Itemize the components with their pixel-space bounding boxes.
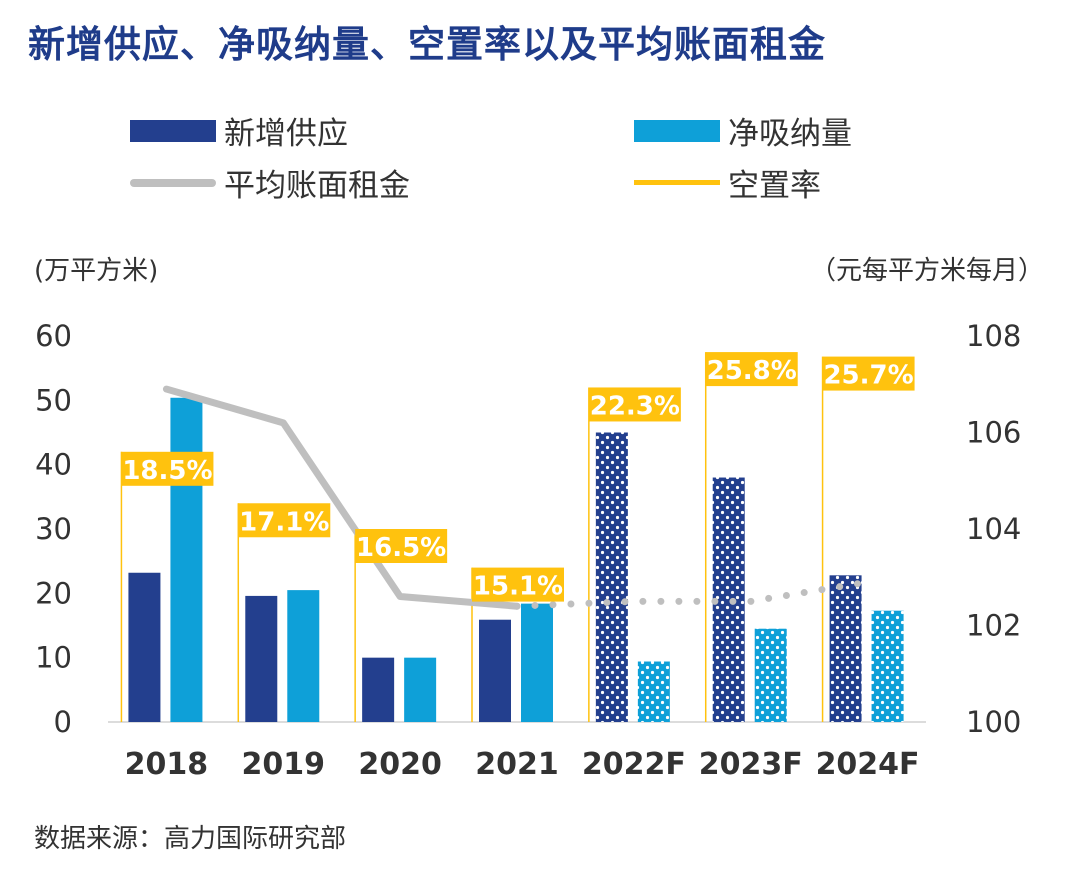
vacancy-label-text: 25.8% (707, 356, 797, 386)
bar-absorption (637, 661, 670, 722)
left-tick-label: 20 (35, 576, 72, 610)
left-axis-unit: (万平方米) (34, 256, 159, 286)
bar-absorption (754, 628, 787, 722)
legend-vacancy-swatch (634, 180, 720, 185)
chart-title: 新增供应、净吸纳量、空置率以及平均账面租金 (28, 23, 826, 66)
vacancy-label-box (472, 567, 564, 602)
vacancy-label: 15.1% (472, 567, 564, 602)
rent-line-forecast (513, 578, 872, 610)
legend: 新增供应 净吸纳量 平均账面租金 空置率 (130, 108, 930, 208)
legend-absorption-label: 净吸纳量 (728, 116, 852, 152)
legend-absorption: 净吸纳量 (634, 108, 852, 153)
vacancy-label-text: 15.1% (473, 572, 563, 602)
right-tick-label: 102 (966, 609, 1021, 643)
vacancy-label-text: 25.7% (823, 361, 913, 391)
vacancy-label-text: 16.5% (356, 533, 446, 563)
data-source: 数据来源：高力国际研究部 (34, 824, 347, 854)
bar-absorption (287, 590, 320, 722)
x-axis-labels: 2018 2019 2020 2021 2022F 2023F 2024F (125, 747, 920, 782)
legend-rent-swatch (130, 178, 216, 187)
legend-vacancy: 空置率 (634, 160, 821, 205)
right-tick-label: 106 (966, 416, 1021, 450)
left-tick-label: 30 (35, 512, 72, 546)
vacancy-label-box (121, 451, 214, 486)
vacancy-label: 25.7% (822, 356, 915, 391)
x-tick-label: 2020 (358, 747, 442, 782)
bar-absorption (404, 657, 437, 722)
legend-rent: 平均账面租金 (130, 160, 410, 205)
bar-supply (362, 657, 395, 722)
rent-line (162, 385, 872, 610)
vacancy-label: 25.8% (705, 352, 798, 387)
right-tick-label: 104 (966, 512, 1021, 546)
right-tick-label: 108 (966, 319, 1021, 353)
vacancy-label-box (588, 387, 681, 422)
x-tick-label: 2023F (699, 747, 803, 782)
vacancy-label-text: 22.3% (590, 391, 680, 421)
bar-supply (479, 619, 511, 722)
rent-line-actual (162, 385, 521, 610)
left-tick-label: 60 (35, 319, 72, 353)
vacancy-label-box (822, 356, 915, 391)
legend-rent-label: 平均账面租金 (224, 168, 410, 204)
left-tick-label: 0 (54, 705, 72, 739)
right-tick-label: 100 (966, 705, 1021, 739)
left-tick-label: 50 (35, 383, 72, 417)
legend-supply: 新增供应 (130, 108, 348, 153)
vacancy-label-text: 18.5% (122, 456, 212, 486)
bar-supply (595, 432, 628, 722)
bar-absorption (170, 397, 203, 722)
bar-supply (829, 575, 862, 722)
bar-supply (128, 572, 161, 722)
vacancy-label: 16.5% (355, 529, 448, 563)
vacancy-label-text: 17.1% (239, 507, 329, 537)
axes: 0 10 20 30 40 50 60 100 102 104 106 108 (35, 319, 1021, 739)
vacancy-label-box (355, 529, 448, 563)
vacancy-labels: 18.5% 17.1% 16.5% 15.1% 22.3% 25.8% 25.7% (121, 352, 915, 602)
vacancy-label-box (705, 352, 798, 387)
vacancy-label: 22.3% (588, 387, 681, 422)
vacancy-label-box (238, 503, 331, 538)
vacancy-label: 18.5% (121, 451, 214, 486)
bar-supply (245, 595, 278, 722)
legend-supply-swatch (130, 119, 216, 142)
x-tick-label: 2019 (242, 747, 326, 782)
vacancy-label: 17.1% (238, 503, 331, 538)
legend-supply-label: 新增供应 (224, 116, 348, 152)
x-tick-label: 2018 (125, 747, 209, 782)
bar-supply (712, 477, 745, 722)
right-axis-unit: （元每平方米每月） (809, 256, 1044, 286)
bar-absorption (521, 603, 553, 722)
x-tick-label: 2022F (582, 747, 686, 782)
legend-vacancy-label: 空置率 (728, 168, 821, 204)
x-tick-label: 2021 (475, 747, 559, 782)
legend-absorption-swatch (634, 119, 720, 142)
left-tick-label: 10 (35, 641, 72, 675)
bar-absorption (871, 610, 904, 722)
x-tick-label: 2024F (816, 747, 920, 782)
bars (128, 397, 904, 722)
left-tick-label: 40 (35, 448, 72, 482)
